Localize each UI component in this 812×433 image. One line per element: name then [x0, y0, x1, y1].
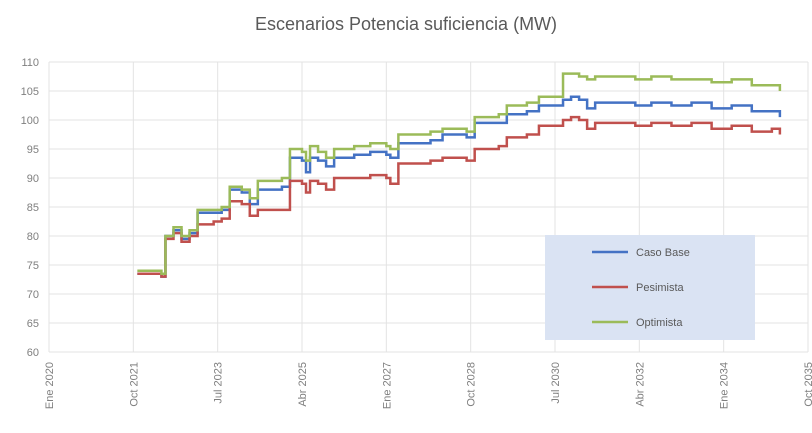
- legend-label: Optimista: [636, 317, 683, 329]
- y-tick-label: 110: [21, 57, 39, 69]
- y-tick-label: 85: [27, 202, 39, 214]
- x-tick-label: Ene 2027: [381, 362, 393, 409]
- y-tick-label: 60: [27, 347, 39, 359]
- y-tick-label: 70: [27, 289, 39, 301]
- legend-label: Caso Base: [636, 247, 690, 259]
- y-tick-label: 105: [21, 86, 39, 98]
- series-line-caso-base: [137, 95, 782, 278]
- series-line-pesimista: [137, 115, 782, 278]
- x-tick-label: Oct 2021: [128, 362, 140, 407]
- y-tick-label: 90: [27, 173, 39, 185]
- x-tick-label: Ene 2020: [44, 362, 56, 409]
- series-line-optimista: [137, 72, 782, 275]
- x-tick-label: Jul 2030: [550, 362, 562, 404]
- x-tick-label: Oct 2028: [466, 362, 478, 407]
- x-tick-label: Oct 2035: [803, 362, 812, 407]
- x-tick-label: Abr 2032: [634, 362, 646, 407]
- legend: [545, 235, 755, 340]
- y-tick-label: 95: [27, 144, 39, 156]
- x-tick-label: Abr 2025: [297, 362, 309, 407]
- x-tick-label: Ene 2034: [719, 362, 731, 409]
- y-tick-label: 100: [21, 115, 39, 127]
- y-tick-label: 75: [27, 260, 39, 272]
- x-tick-label: Jul 2023: [213, 362, 225, 404]
- y-tick-label: 80: [27, 231, 39, 243]
- legend-label: Pesimista: [636, 282, 685, 294]
- y-tick-label: 65: [27, 318, 39, 330]
- chart-title: Escenarios Potencia suficiencia (MW): [254, 14, 558, 34]
